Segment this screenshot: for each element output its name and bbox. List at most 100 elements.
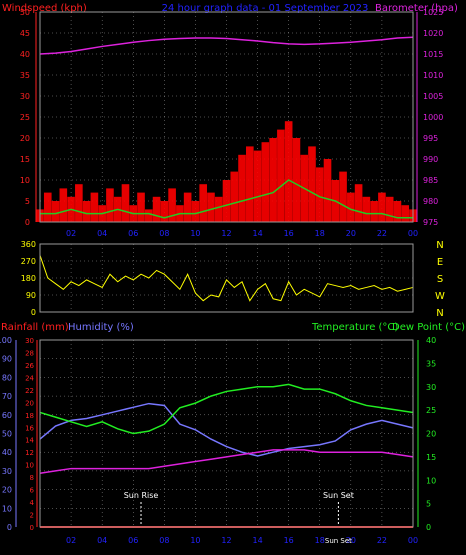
wind-gust-bar	[82, 201, 91, 222]
wind-gust-bar	[137, 192, 145, 222]
baro-tick-label: 1010	[423, 71, 443, 80]
baro-tick-label: 1020	[423, 29, 443, 38]
wind-gust-bar	[152, 196, 161, 222]
wind-gust-bar	[199, 184, 207, 222]
humidity-tick-label: 90	[2, 355, 12, 364]
dir-tick-label: 360	[21, 240, 36, 249]
wind-gust-bar	[43, 192, 52, 222]
x-tick-label: 08	[159, 536, 169, 545]
wind-gust-bar	[284, 121, 293, 222]
temp-tick-label: 40	[426, 336, 436, 345]
wind-gust-bar	[238, 154, 246, 222]
wind-tick-label: 50	[20, 8, 30, 17]
x-tick-label: 06	[128, 229, 138, 238]
barometer-line	[39, 36, 414, 55]
x-tick-label: 12	[221, 229, 231, 238]
dir-tick-label: 180	[21, 274, 36, 283]
wind-gust-bar	[246, 146, 254, 222]
baro-tick-label: 985	[423, 176, 438, 185]
wind-tick-label: 45	[20, 29, 30, 38]
rain-tick-label: 12	[25, 449, 34, 457]
temp-tick-label: 25	[426, 406, 436, 415]
humidity-tick-label: 10	[2, 504, 12, 513]
grid-layer	[40, 11, 414, 528]
x-tick-label: 22	[377, 229, 387, 238]
x-tick-label: 08	[159, 229, 169, 238]
wind-gust-bar	[191, 201, 200, 222]
wind-gust-bar	[183, 192, 192, 222]
humidity-tick-label: 100	[0, 336, 12, 345]
panel-frame	[39, 243, 414, 313]
wind-tick-label: 15	[20, 155, 30, 164]
data-layer	[36, 36, 417, 528]
rain-tick-label: 26	[25, 362, 34, 370]
baro-tick-label: 995	[423, 134, 438, 143]
baro-tick-label: 1025	[423, 8, 443, 17]
rain-tick-label: 2	[30, 512, 34, 520]
x-tick-label: 10	[190, 229, 200, 238]
wind-gust-bar	[51, 201, 60, 222]
baro-tick-label: 975	[423, 218, 438, 227]
humidity-tick-label: 50	[2, 430, 12, 439]
humidity-tick-label: 30	[2, 467, 12, 476]
wind-gust-bar	[261, 142, 270, 222]
wind-gust-bar	[253, 150, 262, 222]
humidity-tick-label: 70	[2, 392, 12, 401]
x-tick-label: 06	[128, 536, 138, 545]
compass-label: N	[436, 240, 443, 251]
dewpoint-line	[39, 449, 414, 474]
wind-gust-bar	[370, 201, 378, 222]
wind-gust-bar	[121, 184, 130, 222]
wind-tick-label: 0	[25, 218, 30, 227]
wind-tick-label: 10	[20, 176, 30, 185]
wind-gust-bar	[347, 192, 355, 222]
baro-tick-label: 990	[423, 155, 438, 164]
wind-average-line	[40, 179, 413, 219]
rain-tick-label: 16	[25, 424, 34, 432]
windspeed-axis-title: Windspeed (kph)	[2, 3, 87, 14]
wind-gust-bar	[207, 192, 215, 222]
compass-label: N	[436, 308, 443, 319]
temp-tick-label: 0	[426, 523, 431, 532]
baro-tick-label: 1015	[423, 50, 443, 59]
dewpoint-axis-title: Dew Point (°C)	[392, 322, 465, 333]
x-tick-label: 10	[190, 536, 200, 545]
wind-gust-bar	[75, 184, 83, 222]
sun-rise-label: Sun Rise	[124, 491, 159, 500]
temperature-line	[39, 383, 414, 435]
rain-tick-label: 0	[30, 524, 34, 532]
rain-tick-label: 10	[25, 462, 34, 470]
humidity-axis-title: Humidity (%)	[68, 322, 134, 333]
rain-tick-label: 30	[25, 337, 34, 345]
x-tick-label: 00	[408, 536, 418, 545]
wind-gust-bar	[222, 180, 231, 222]
baro-tick-label: 1005	[423, 92, 443, 101]
x-tick-label: 02	[66, 536, 76, 545]
wind-gust-bar	[214, 196, 223, 222]
wind-tick-label: 40	[20, 50, 30, 59]
compass-label: W	[435, 291, 445, 302]
wind-tick-label: 20	[20, 134, 30, 143]
x-tick-label: 20	[346, 536, 356, 545]
wind-gust-bar	[160, 201, 169, 222]
rain-tick-label: 20	[25, 399, 34, 407]
rain-tick-label: 28	[25, 349, 34, 357]
x-tick-label: 18	[315, 229, 325, 238]
humidity-line	[39, 402, 414, 457]
wind-gust-bar	[354, 184, 363, 222]
x-tick-label: 14	[252, 536, 262, 545]
rainfall-axis-title: Rainfall (mm)	[1, 322, 69, 333]
rain-tick-label: 22	[25, 387, 34, 395]
wind-gust-bar	[339, 171, 347, 222]
wind-gust-bar	[230, 171, 239, 222]
rain-tick-label: 18	[25, 412, 34, 420]
wind-direction-line	[39, 255, 414, 302]
x-tick-label: 02	[66, 229, 76, 238]
x-tick-label: 14	[252, 229, 262, 238]
wind-gust-bar	[362, 196, 371, 222]
x-tick-label: 16	[284, 229, 294, 238]
sun-set-axis-label: Sun Set	[325, 537, 352, 545]
compass-label: S	[437, 274, 443, 285]
humidity-tick-label: 40	[2, 448, 12, 457]
